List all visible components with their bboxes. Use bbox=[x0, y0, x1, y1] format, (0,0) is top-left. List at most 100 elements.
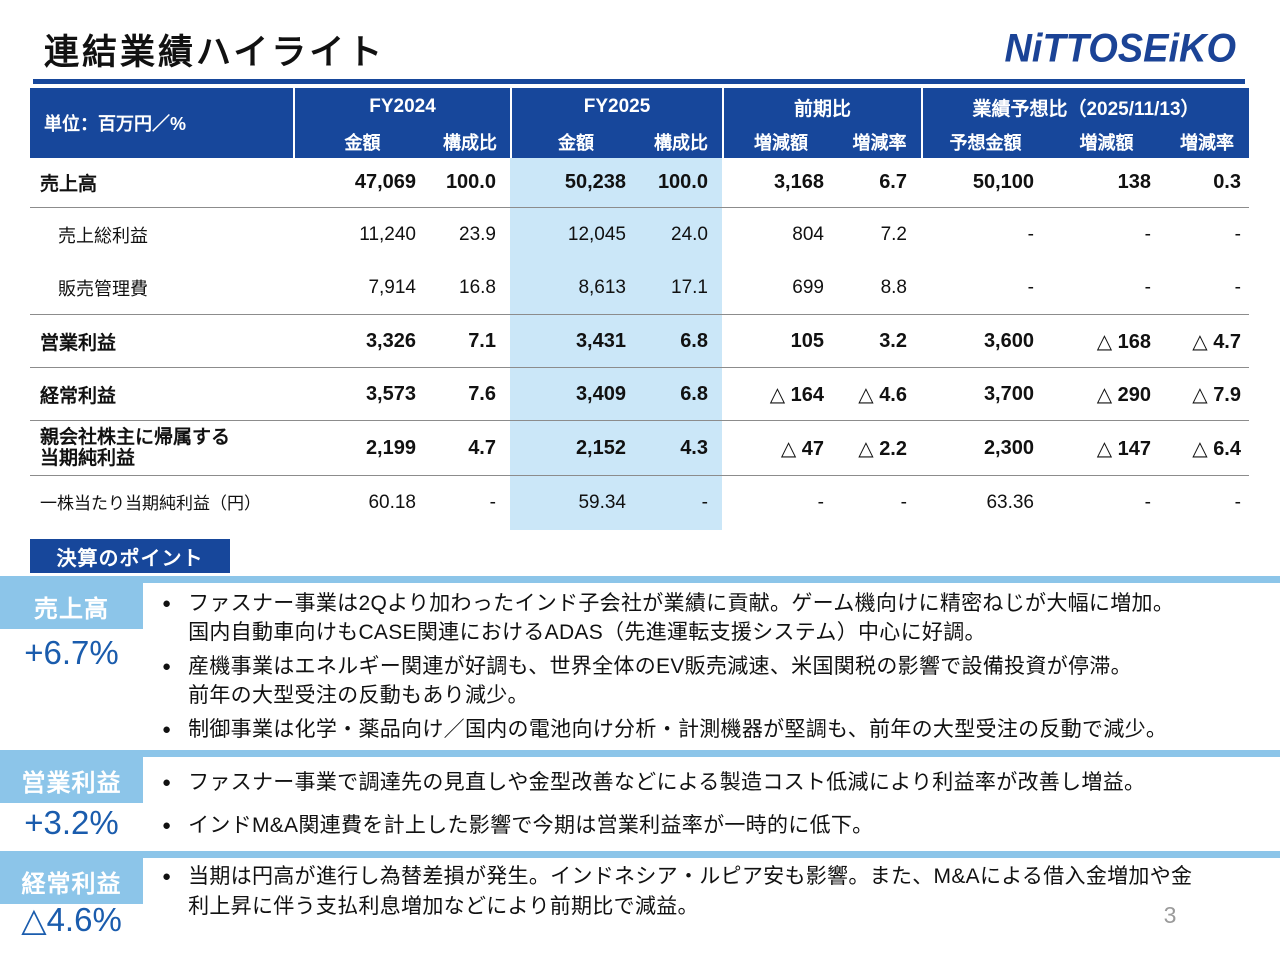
col-header-fy2024-amount: 金額 bbox=[293, 126, 430, 158]
cell: 3,573 bbox=[365, 382, 416, 405]
section-bullets-ordinary-income: ● 当期は円高が進行し為替差損が発生。インドネシア・ルピア安も影響。また、M&A… bbox=[162, 862, 1272, 927]
table-row: 一株当たり当期純利益（円） 60.18 - 59.34 - - - 63.36 … bbox=[30, 476, 1249, 530]
cell: 4.7 bbox=[468, 436, 496, 459]
cell: 7,914 bbox=[368, 277, 416, 298]
cell-highlight: - bbox=[640, 476, 722, 530]
cell: △ 290 bbox=[1096, 383, 1151, 406]
cell: - bbox=[1027, 277, 1034, 298]
bullet-item: ● インドM&A関連費を計上した影響で今期は営業利益率が一時的に低下。 bbox=[162, 811, 1272, 840]
cell: 3,600 bbox=[983, 329, 1034, 352]
cell: 7.6 bbox=[468, 382, 496, 405]
cell: 3.2 bbox=[879, 329, 907, 352]
table-row: 売上総利益 11,240 23.9 12,045 24.0 804 7.2 - … bbox=[30, 208, 1249, 262]
col-header-yoy-rate: 増減率 bbox=[852, 133, 907, 153]
cell: 11,240 bbox=[359, 224, 416, 245]
section-change-sales: +6.7% bbox=[24, 634, 119, 671]
cell: △ 7.9 bbox=[1192, 383, 1241, 406]
table-row: 営業利益 3,326 7.1 3,431 6.8 105 3.2 3,600 △… bbox=[30, 315, 1249, 368]
cell: 47,069 bbox=[354, 171, 416, 193]
cell-highlight: 4.3 bbox=[640, 421, 722, 475]
bullet-item: ● 当期は円高が進行し為替差損が発生。インドネシア・ルピア安も影響。また、M&A… bbox=[162, 862, 1272, 922]
bullet-text: 当期は円高が進行し為替差損が発生。インドネシア・ルピア安も影響。また、M&Aによ… bbox=[188, 865, 1193, 918]
cell-highlight: 6.8 bbox=[640, 368, 722, 420]
bullet-icon: ● bbox=[162, 868, 172, 885]
cell-value: 3,409 bbox=[575, 382, 626, 405]
cell-highlight: 50,238 bbox=[510, 158, 640, 207]
cell: 0.3 bbox=[1213, 171, 1241, 193]
page-number: 3 bbox=[1163, 902, 1177, 928]
bullet-icon: ● bbox=[162, 658, 172, 675]
page-title: 連結業績ハイライト bbox=[44, 33, 386, 72]
col-header-fy2025-amount: 金額 bbox=[510, 126, 640, 158]
cell: △ 6.4 bbox=[1192, 437, 1241, 460]
col-header-forecast-rate: 増減率 bbox=[1180, 133, 1234, 153]
cell: - bbox=[1144, 492, 1151, 513]
bullet-icon: ● bbox=[162, 721, 172, 738]
col-group-forecast: 業績予想比（2025/11/13） bbox=[921, 88, 1249, 126]
cell: - bbox=[1027, 224, 1034, 245]
cell: 3,326 bbox=[365, 329, 416, 352]
company-logo: NiTTOSEiKO bbox=[1004, 26, 1236, 72]
cell: 804 bbox=[792, 224, 824, 245]
col-header-yoy-amount: 増減額 bbox=[722, 126, 838, 158]
cell: 3,700 bbox=[983, 382, 1034, 405]
cell-value: 2,152 bbox=[575, 436, 626, 459]
cell-highlight: 8,613 bbox=[510, 262, 640, 314]
cell-value: 6.8 bbox=[680, 329, 708, 352]
col-group-fy2025: FY2025 bbox=[510, 88, 722, 126]
cell-value: 50,238 bbox=[564, 171, 626, 193]
bullet-item: ● 制御事業は化学・薬品向け／国内の電池向け分析・計測機器が堅調も、前年の大型受… bbox=[162, 715, 1272, 744]
cell: - bbox=[1144, 224, 1151, 245]
cell: 105 bbox=[790, 329, 824, 352]
cell: 100.0 bbox=[445, 171, 496, 193]
cell: 138 bbox=[1117, 171, 1151, 193]
col-header-forecast-amount: 予想金額 bbox=[921, 126, 1048, 158]
points-heading: 決算のポイント bbox=[30, 539, 230, 573]
cell: △ 4.6 bbox=[858, 383, 907, 406]
cell-value: 100.0 bbox=[657, 171, 708, 193]
row-label: 売上高 bbox=[40, 174, 98, 195]
col-group-fy2024: FY2024 bbox=[293, 88, 510, 126]
bullet-item: ● 産機事業はエネルギー関連が好調も、世界全体のEV販売減速、米国関税の影響で設… bbox=[162, 652, 1272, 710]
col-header-fy2024-ratio: 構成比 bbox=[443, 133, 497, 153]
cell-highlight: 100.0 bbox=[640, 158, 722, 207]
bullet-text: インドM&A関連費を計上した影響で今期は営業利益率が一時的に低下。 bbox=[188, 814, 874, 837]
cell: △ 147 bbox=[1096, 437, 1151, 460]
cell: 2,199 bbox=[365, 436, 416, 459]
cell: 699 bbox=[792, 277, 824, 298]
table-header: 単位：百万円／% FY2024 FY2025 前期比 業績予想比（2025/11… bbox=[30, 88, 1249, 158]
title-underline bbox=[33, 79, 1245, 84]
row-label: 経常利益 bbox=[40, 385, 117, 407]
cell-value: 17.1 bbox=[671, 277, 708, 298]
cell-highlight: 17.1 bbox=[640, 262, 722, 314]
row-label: 売上総利益 bbox=[58, 226, 148, 246]
cell: △ 4.7 bbox=[1192, 330, 1241, 353]
cell-value: 12,045 bbox=[567, 224, 626, 245]
cell-value: - bbox=[701, 492, 708, 513]
cell-value: 59.34 bbox=[578, 492, 626, 513]
cell-value: 8,613 bbox=[578, 277, 626, 298]
cell: - bbox=[1234, 277, 1241, 298]
bullet-item: ● ファスナー事業は2Qより加わったインド子会社が業績に貢献。ゲーム機向けに精密… bbox=[162, 589, 1272, 647]
cell: - bbox=[1234, 224, 1241, 245]
col-header-forecast-diff: 増減額 bbox=[1079, 133, 1134, 153]
cell: - bbox=[900, 492, 907, 513]
bullet-item: ● ファスナー事業で調達先の見直しや金型改善などによる製造コスト低減により利益率… bbox=[162, 768, 1272, 797]
bullet-icon: ● bbox=[162, 817, 172, 834]
row-label: 販売管理費 bbox=[58, 279, 148, 299]
cell-value: 6.8 bbox=[680, 382, 708, 405]
section-label-sales: 売上高 bbox=[0, 583, 143, 629]
cell: - bbox=[817, 492, 824, 513]
section-label-operating-income: 営業利益 bbox=[0, 757, 143, 803]
cell-highlight: 6.8 bbox=[640, 315, 722, 367]
cell: - bbox=[1144, 277, 1151, 298]
section-change-ordinary-income: △4.6% bbox=[21, 901, 122, 938]
cell: △ 168 bbox=[1096, 330, 1151, 353]
cell-value: 3,431 bbox=[575, 329, 626, 352]
cell: 3,168 bbox=[773, 171, 824, 193]
table-row: 売上高 47,069 100.0 50,238 100.0 3,168 6.7 … bbox=[30, 158, 1249, 208]
cell-highlight: 24.0 bbox=[640, 208, 722, 262]
section-change-operating-income: +3.2% bbox=[24, 804, 119, 841]
cell: 60.18 bbox=[368, 492, 416, 513]
